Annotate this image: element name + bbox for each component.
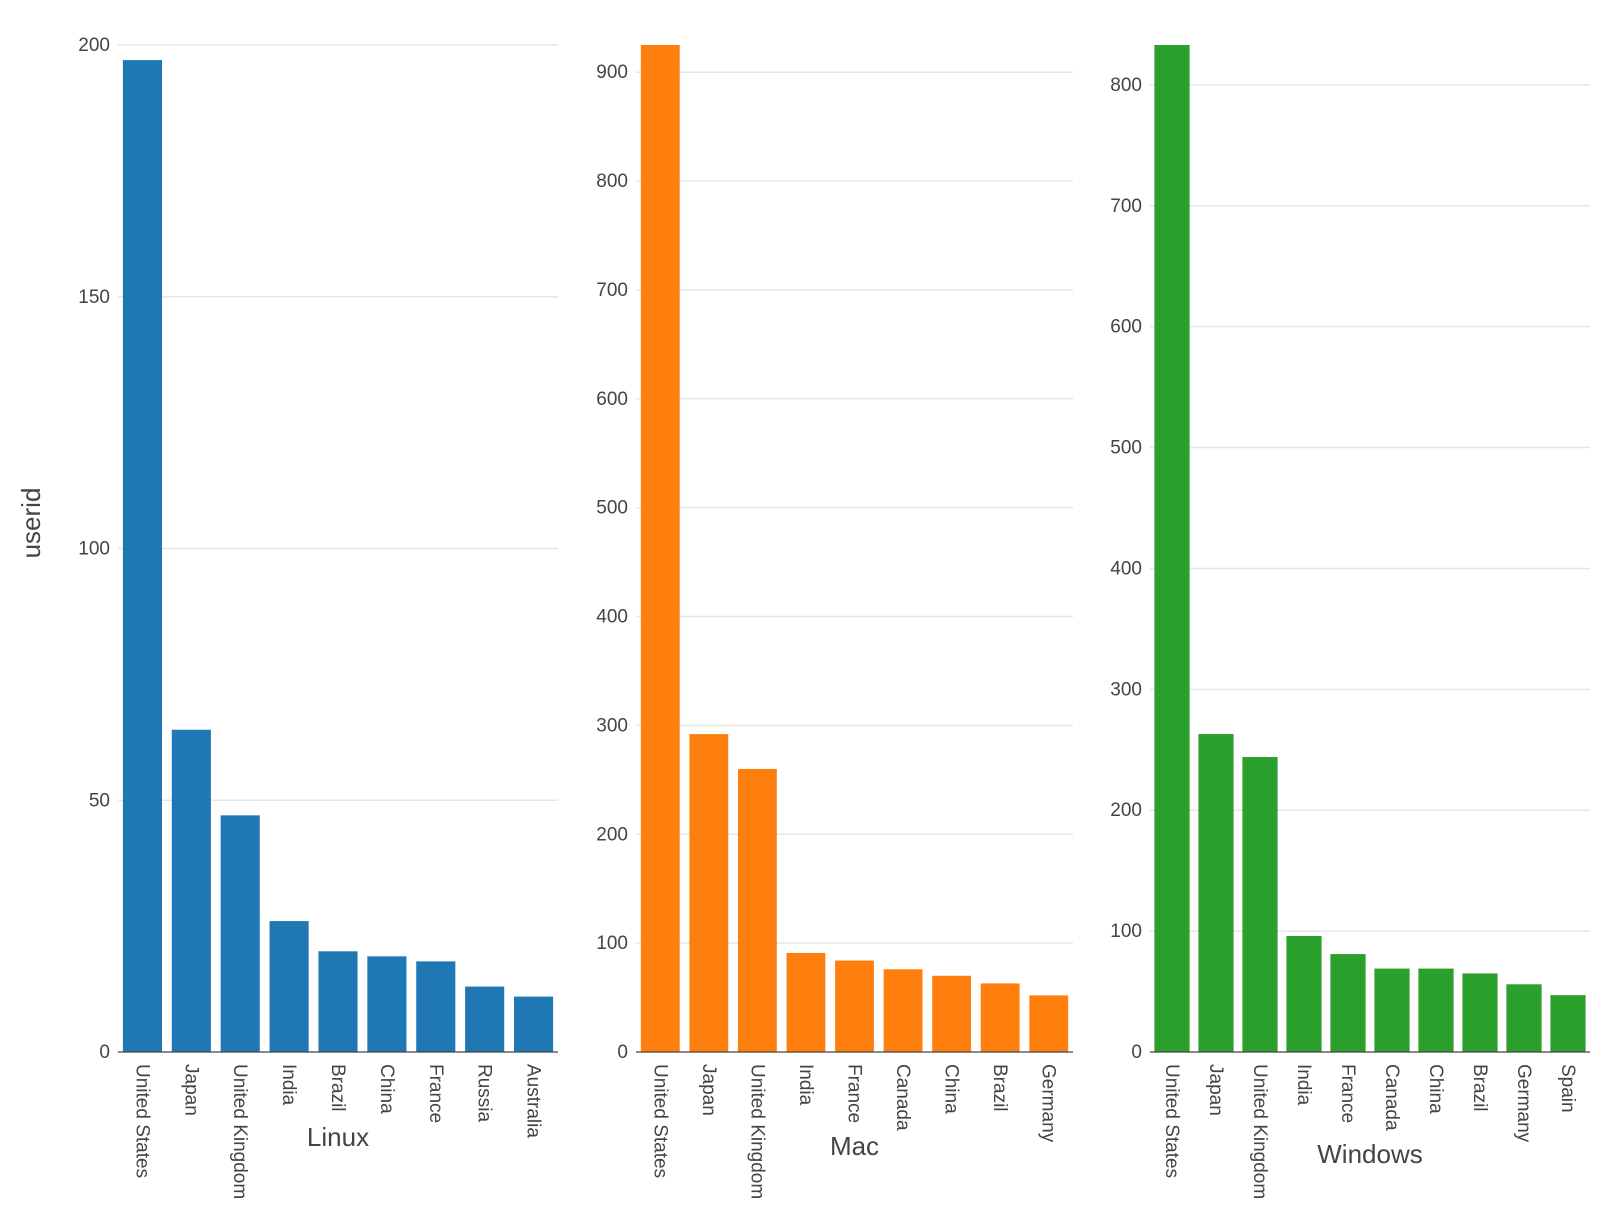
x-tick-label: China [376, 1064, 397, 1114]
bar[interactable] [1242, 757, 1278, 1052]
y-tick-label: 500 [1110, 438, 1142, 459]
bar[interactable] [1198, 734, 1234, 1052]
y-tick-label: 700 [1110, 196, 1142, 217]
x-tick-label: France [1337, 1064, 1358, 1123]
y-tick-label: 400 [596, 607, 628, 628]
y-tick-label: 700 [596, 280, 628, 301]
y-tick-label: 0 [1131, 1042, 1142, 1063]
bar[interactable] [883, 969, 923, 1052]
y-tick-label: 150 [78, 287, 110, 308]
x-axis-title: Linux [307, 1122, 369, 1152]
bar[interactable] [122, 60, 162, 1053]
bar[interactable] [980, 983, 1020, 1052]
x-tick-label: France [844, 1064, 865, 1123]
x-tick-label: Japan [180, 1064, 201, 1116]
x-tick-label: Brazil [989, 1064, 1010, 1112]
bar[interactable] [1550, 995, 1586, 1052]
x-tick-label: France [425, 1064, 446, 1123]
x-tick-label: China [1425, 1064, 1446, 1114]
bar[interactable] [514, 996, 554, 1052]
x-tick-label: Australia [523, 1064, 544, 1138]
bar[interactable] [1330, 954, 1366, 1052]
x-tick-label: China [941, 1064, 962, 1114]
bar[interactable] [1154, 45, 1190, 1052]
x-tick-label: United Kingdom [1249, 1064, 1270, 1199]
bar[interactable] [1029, 995, 1069, 1052]
x-tick-label: Canada [1381, 1064, 1402, 1131]
x-tick-label: United Kingdom [746, 1064, 767, 1199]
y-tick-label: 100 [596, 933, 628, 954]
y-tick-label: 0 [99, 1042, 110, 1063]
bar[interactable] [835, 960, 874, 1052]
bar[interactable] [786, 952, 826, 1052]
bar[interactable] [1462, 973, 1498, 1052]
y-axis-title: userid [16, 488, 46, 559]
x-tick-label: India [1293, 1064, 1314, 1106]
y-tick-label: 50 [89, 790, 110, 811]
bar[interactable] [737, 768, 777, 1052]
x-tick-label: Japan [698, 1064, 719, 1116]
x-tick-label: Spain [1557, 1064, 1578, 1113]
y-tick-label: 100 [78, 539, 110, 560]
bar[interactable] [465, 986, 505, 1052]
x-tick-label: United States [131, 1064, 152, 1178]
x-axis-title: Windows [1317, 1139, 1422, 1169]
bar[interactable] [220, 815, 260, 1052]
y-tick-label: 200 [1110, 800, 1142, 821]
y-tick-label: 800 [596, 171, 628, 192]
x-tick-label: Brazil [327, 1064, 348, 1112]
y-tick-label: 300 [1110, 679, 1142, 700]
bar[interactable] [1506, 984, 1542, 1052]
y-tick-label: 0 [617, 1042, 628, 1063]
x-tick-label: Brazil [1469, 1064, 1490, 1112]
x-tick-label: United States [649, 1064, 670, 1178]
bar[interactable] [1286, 935, 1322, 1052]
x-tick-label: India [278, 1064, 299, 1106]
bar[interactable] [1418, 968, 1454, 1052]
bar[interactable] [1374, 968, 1410, 1052]
y-tick-label: 200 [78, 35, 110, 56]
x-tick-label: India [795, 1064, 816, 1106]
y-tick-label: 100 [1110, 921, 1142, 942]
x-tick-label: United Kingdom [229, 1064, 250, 1199]
bar[interactable] [318, 951, 358, 1052]
bar[interactable] [689, 734, 729, 1052]
x-tick-label: Germany [1038, 1064, 1059, 1143]
y-tick-label: 200 [596, 824, 628, 845]
x-tick-label: Germany [1513, 1064, 1534, 1143]
bar[interactable] [640, 45, 680, 1052]
bar[interactable] [932, 975, 972, 1052]
x-tick-label: United States [1161, 1064, 1182, 1178]
y-tick-label: 600 [596, 389, 628, 410]
y-tick-label: 600 [1110, 317, 1142, 338]
y-tick-label: 300 [596, 715, 628, 736]
bar[interactable] [416, 961, 456, 1052]
y-tick-label: 400 [1110, 558, 1142, 579]
y-tick-label: 500 [596, 498, 628, 519]
x-tick-label: Canada [892, 1064, 913, 1131]
y-tick-label: 900 [596, 62, 628, 83]
bar[interactable] [171, 729, 211, 1052]
bar[interactable] [269, 921, 309, 1052]
y-tick-label: 800 [1110, 75, 1142, 96]
x-axis-title: Mac [830, 1131, 879, 1161]
bar[interactable] [367, 956, 407, 1052]
x-tick-label: Japan [1205, 1064, 1226, 1116]
x-tick-label: Russia [474, 1064, 495, 1123]
